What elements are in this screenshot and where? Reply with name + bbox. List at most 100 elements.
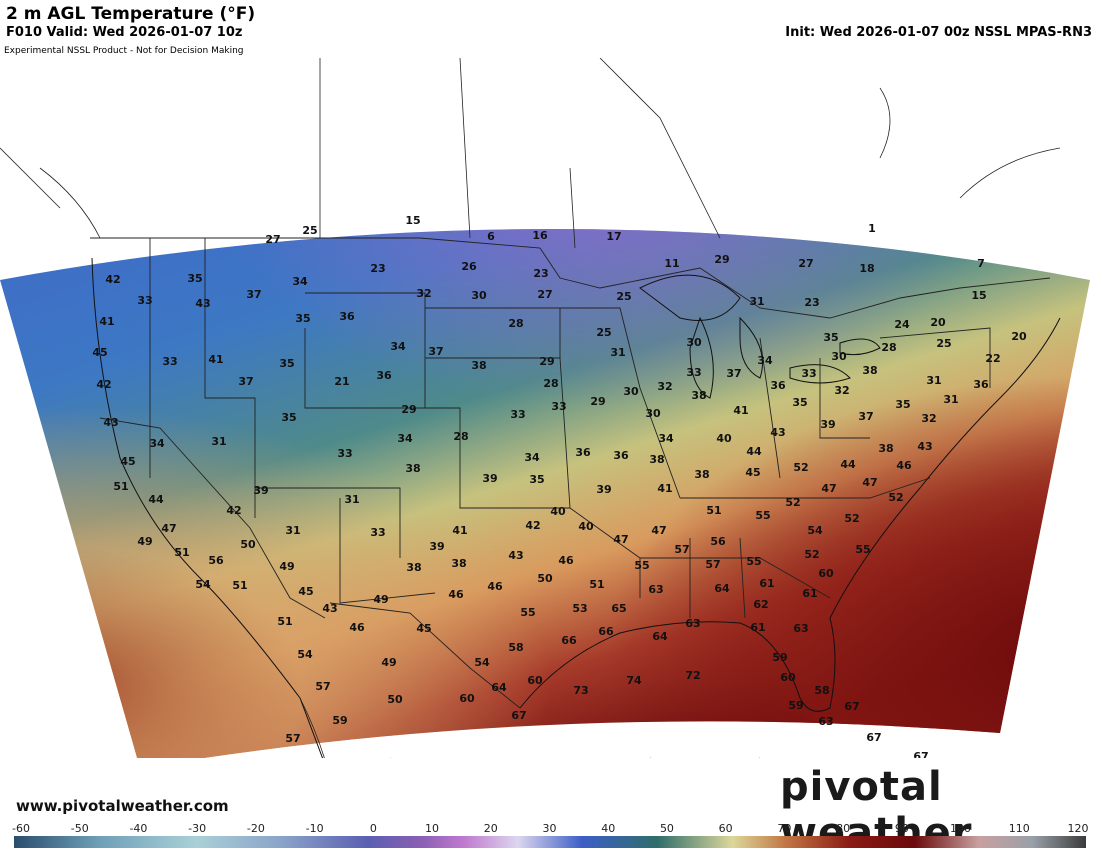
temperature-value: 64 <box>491 681 507 694</box>
temperature-value: 22 <box>985 352 1000 365</box>
temperature-value: 6 <box>487 230 495 243</box>
temperature-value: 27 <box>265 233 280 246</box>
temperature-value: 64 <box>714 582 730 595</box>
temperature-value: 30 <box>831 350 847 363</box>
temperature-value: 50 <box>387 693 403 706</box>
temperature-value: 39 <box>429 540 444 553</box>
temperature-value: 57 <box>285 732 300 745</box>
temperature-value: 31 <box>211 435 226 448</box>
colorbar-tick-label: 30 <box>543 822 557 835</box>
colorbar-tick-label: 90 <box>895 822 909 835</box>
temperature-value: 45 <box>120 455 135 468</box>
temperature-value: 43 <box>322 602 337 615</box>
temperature-value: 38 <box>694 468 709 481</box>
temperature-value: 29 <box>401 403 416 416</box>
temperature-value: 47 <box>161 522 176 535</box>
temperature-value: 51 <box>589 578 604 591</box>
temperature-value: 64 <box>652 630 668 643</box>
temperature-value: 25 <box>596 326 611 339</box>
temperature-value: 47 <box>651 524 666 537</box>
temperature-value: 42 <box>105 273 120 286</box>
colorbar-tick-label: 20 <box>484 822 498 835</box>
temperature-value: 60 <box>527 674 543 687</box>
temperature-value: 45 <box>298 585 313 598</box>
temperature-value: 36 <box>973 378 989 391</box>
temperature-value: 36 <box>575 446 591 459</box>
temperature-value: 67 <box>913 750 928 758</box>
temperature-value: 67 <box>844 700 859 713</box>
colorbar-tick-label: 60 <box>719 822 733 835</box>
temperature-value: 44 <box>840 458 856 471</box>
temperature-value: 30 <box>645 407 661 420</box>
temperature-value: 27 <box>798 257 813 270</box>
coastlines <box>91 257 1061 758</box>
temperature-value: 16 <box>532 229 548 242</box>
temperature-value: 35 <box>295 312 310 325</box>
temperature-value: 38 <box>405 462 420 475</box>
temperature-value: 59 <box>772 651 787 664</box>
temperature-value: 18 <box>859 262 874 275</box>
temperature-value: 30 <box>686 336 702 349</box>
state-borders <box>90 237 1051 709</box>
temperature-value: 42 <box>96 378 111 391</box>
temperature-value: 44 <box>746 445 762 458</box>
temperature-value: 45 <box>416 622 431 635</box>
canada-mexico-lines <box>0 58 1061 758</box>
temperature-value: 23 <box>370 262 385 275</box>
colorbar-tick-label: 10 <box>425 822 439 835</box>
colorbar-gradient <box>14 836 1086 848</box>
temperature-value: 35 <box>187 272 202 285</box>
disclaimer: Experimental NSSL Product - Not for Deci… <box>4 46 244 56</box>
temperature-value: 20 <box>930 316 946 329</box>
temperature-value: 23 <box>533 267 548 280</box>
temperature-value: 37 <box>858 410 873 423</box>
temperature-value: 59 <box>332 714 347 727</box>
temperature-value: 31 <box>943 393 958 406</box>
temperature-value: 38 <box>878 442 893 455</box>
temperature-value: 54 <box>297 648 313 661</box>
temperature-value: 47 <box>613 533 628 546</box>
temperature-value: 41 <box>657 482 672 495</box>
temperature-value: 63 <box>648 583 663 596</box>
temperature-value: 65 <box>611 602 626 615</box>
temperature-value: 40 <box>578 520 594 533</box>
map-title: 2 m AGL Temperature (°F) <box>6 4 256 24</box>
temperature-value: 52 <box>844 512 859 525</box>
temperature-value: 35 <box>529 473 544 486</box>
temperature-value: 73 <box>573 684 588 697</box>
colorbar-tick-label: -60 <box>12 822 30 835</box>
temperature-value: 61 <box>759 577 774 590</box>
temperature-value: 7 <box>977 257 985 270</box>
website-label: www.pivotalweather.com <box>16 797 229 815</box>
colorbar-tick-label: 80 <box>836 822 850 835</box>
temperature-value: 35 <box>895 398 910 411</box>
colorbar-tick-label: -30 <box>188 822 206 835</box>
temperature-value: 49 <box>381 656 396 669</box>
temperature-value: 17 <box>606 230 621 243</box>
temperature-value: 50 <box>537 572 553 585</box>
temperature-value: 29 <box>539 355 554 368</box>
temperature-value: 39 <box>253 484 268 497</box>
temperature-value: 44 <box>148 493 164 506</box>
temperature-value: 46 <box>896 459 912 472</box>
temperature-value: 37 <box>246 288 261 301</box>
temperature-value: 38 <box>406 561 421 574</box>
temperature-value: 1 <box>868 222 876 235</box>
temperature-value: 74 <box>626 674 642 687</box>
temperature-value: 31 <box>344 493 359 506</box>
temperature-value: 58 <box>508 641 523 654</box>
temperature-value: 31 <box>285 524 300 537</box>
temperature-value: 23 <box>804 296 819 309</box>
temperature-value: 25 <box>302 224 317 237</box>
temperature-value: 41 <box>99 315 114 328</box>
temperature-value: 51 <box>706 504 721 517</box>
temperature-value: 34 <box>390 340 406 353</box>
temperature-value: 63 <box>793 622 808 635</box>
temperature-value: 21 <box>334 375 349 388</box>
colorbar-tick-label: 120 <box>1068 822 1089 835</box>
temperature-value: 36 <box>339 310 355 323</box>
temperature-value: 33 <box>137 294 152 307</box>
colorbar-tick-label: -40 <box>129 822 147 835</box>
temperature-value: 35 <box>279 357 294 370</box>
temperature-value: 60 <box>818 567 834 580</box>
